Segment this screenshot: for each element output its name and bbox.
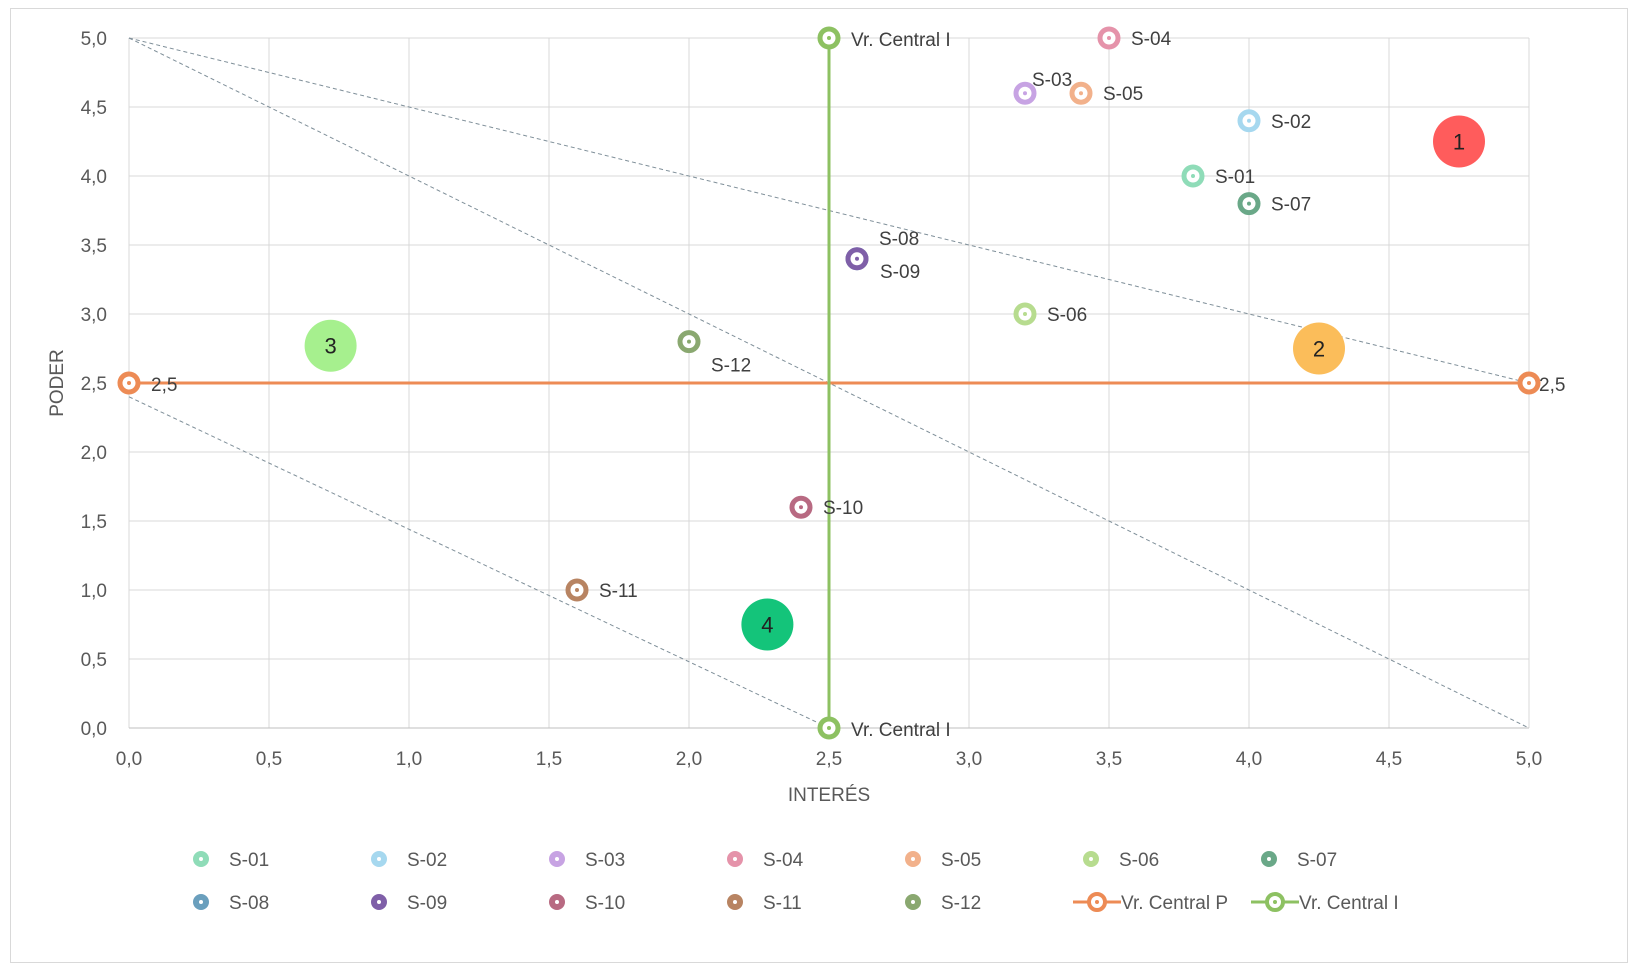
zone-1-bubble xyxy=(1433,115,1485,168)
point-dot xyxy=(799,505,803,510)
diagonal-line xyxy=(128,396,830,729)
legend-label: S-02 xyxy=(407,850,447,871)
scatter-chart: 0,0 0,5 1,0 1,5 2,0 2,5 3,0 3,5 4,0 4,5 5,0 0,0 0,5 1… xyxy=(47,26,1565,914)
legend-label: S-06 xyxy=(1119,850,1159,871)
x-tick-label: 3,0 xyxy=(956,749,982,770)
zone-4-label: 4 xyxy=(761,613,773,638)
legend-label: S-12 xyxy=(941,893,981,914)
y-tick-label: 0,5 xyxy=(81,650,107,671)
y-tick-label: 3,0 xyxy=(81,305,107,326)
point-dot xyxy=(1247,201,1251,206)
legend-label: S-04 xyxy=(763,850,804,871)
point-dot xyxy=(1191,174,1195,178)
point-dot xyxy=(575,588,579,592)
diagonal-line xyxy=(128,37,1530,384)
x-tick-label: 0,5 xyxy=(256,749,282,770)
zone-1-label: 1 xyxy=(1453,130,1465,155)
x-tick-label: 0,0 xyxy=(116,749,142,770)
legend-label: S-07 xyxy=(1297,850,1337,871)
x-tick-label: 1,5 xyxy=(536,749,562,770)
legend-label: Vr. Central P xyxy=(1121,893,1228,914)
legend-label: S-01 xyxy=(229,850,269,871)
x-tick-label: 2,5 xyxy=(816,749,842,770)
zone-2-label: 2 xyxy=(1313,337,1325,362)
line-marker-dot xyxy=(827,726,831,730)
point-label-s-04: S-04 xyxy=(1131,29,1172,50)
legend-marker-dot xyxy=(555,900,559,904)
y-tick-label: 1,5 xyxy=(81,512,107,533)
y-tick-label: 0,0 xyxy=(81,719,107,740)
point-label-s-11: S-11 xyxy=(599,581,638,602)
point-dot xyxy=(1023,312,1027,316)
x-axis-title: INTERÉS xyxy=(788,785,870,806)
legend-marker-dot xyxy=(911,857,915,861)
point-label-s-06: S-06 xyxy=(1047,305,1087,326)
legend-label: S-10 xyxy=(585,893,625,914)
point-label-s-02: S-02 xyxy=(1271,112,1311,133)
legend-marker-dot xyxy=(1273,900,1277,904)
line-marker-dot xyxy=(827,36,831,40)
point-dot xyxy=(687,339,691,344)
legend-marker-dot xyxy=(199,857,203,861)
legend-label: S-09 xyxy=(407,893,447,914)
legend-marker-dot xyxy=(377,857,381,861)
x-tick-label: 4,5 xyxy=(1376,749,1402,770)
zone-3-label: 3 xyxy=(324,334,336,359)
point-label-s-07: S-07 xyxy=(1271,195,1311,216)
legend-marker-dot xyxy=(733,900,737,904)
y-tick-label: 1,0 xyxy=(81,581,107,602)
x-tick-label: 2,0 xyxy=(676,749,702,770)
y-tick-label: 2,5 xyxy=(81,374,107,395)
legend-marker-dot xyxy=(1089,857,1093,861)
zone-2-bubble xyxy=(1293,322,1345,375)
x-tick-label: 5,0 xyxy=(1516,749,1542,770)
point-label-s-12: S-12 xyxy=(711,356,751,377)
legend-marker-dot xyxy=(1267,857,1271,861)
legend-label: S-05 xyxy=(941,850,981,871)
y-tick-label: 5,0 xyxy=(81,29,107,50)
legend-label: Vr. Central I xyxy=(1299,893,1399,914)
line-point-label: 2,5 xyxy=(151,375,177,396)
point-label-s-10: S-10 xyxy=(823,498,863,519)
legend-label: S-08 xyxy=(229,893,269,914)
x-tick-label: 1,0 xyxy=(396,749,422,770)
legend-label: S-11 xyxy=(763,893,802,914)
line-point-label: 2,5 xyxy=(1539,375,1565,396)
legend-marker-dot xyxy=(733,857,737,861)
legend-marker-dot xyxy=(377,900,381,904)
point-dot xyxy=(1079,91,1083,96)
legend-label: S-03 xyxy=(585,850,625,871)
line-marker-dot xyxy=(1527,381,1531,385)
point-dot xyxy=(1023,91,1027,96)
y-tick-label: 2,0 xyxy=(81,443,107,464)
x-tick-label: 3,5 xyxy=(1096,749,1122,770)
point-label-s-09: S-09 xyxy=(880,262,920,283)
point-label-s-08: S-08 xyxy=(879,229,919,250)
point-dot xyxy=(1247,118,1251,123)
line-point-label: Vr. Central I xyxy=(851,720,951,741)
zone-4-bubble xyxy=(741,598,794,651)
point-label-s-05: S-05 xyxy=(1103,84,1143,105)
point-dot xyxy=(1107,36,1111,40)
line-marker-dot xyxy=(127,381,131,385)
point-label-s-03: S-03 xyxy=(1032,70,1072,91)
zone-3-bubble xyxy=(304,319,357,372)
chart-area: 0,0 0,5 1,0 1,5 2,0 2,5 3,0 3,5 4,0 4,5 5,0 0,0 0,5 1… xyxy=(10,8,1628,963)
y-tick-label: 4,5 xyxy=(81,98,107,119)
y-tick-label: 3,5 xyxy=(81,236,107,257)
legend-marker-dot xyxy=(1095,900,1099,904)
legend-marker-dot xyxy=(911,900,915,904)
x-tick-label: 4,0 xyxy=(1236,749,1262,770)
y-axis-title: PODER xyxy=(47,349,68,417)
point-label-s-01: S-01 xyxy=(1215,167,1255,188)
point-dot xyxy=(855,256,859,261)
line-point-label: Vr. Central I xyxy=(851,30,951,51)
y-tick-label: 4,0 xyxy=(81,167,107,188)
legend-marker-dot xyxy=(199,900,203,904)
legend-marker-dot xyxy=(555,857,559,861)
